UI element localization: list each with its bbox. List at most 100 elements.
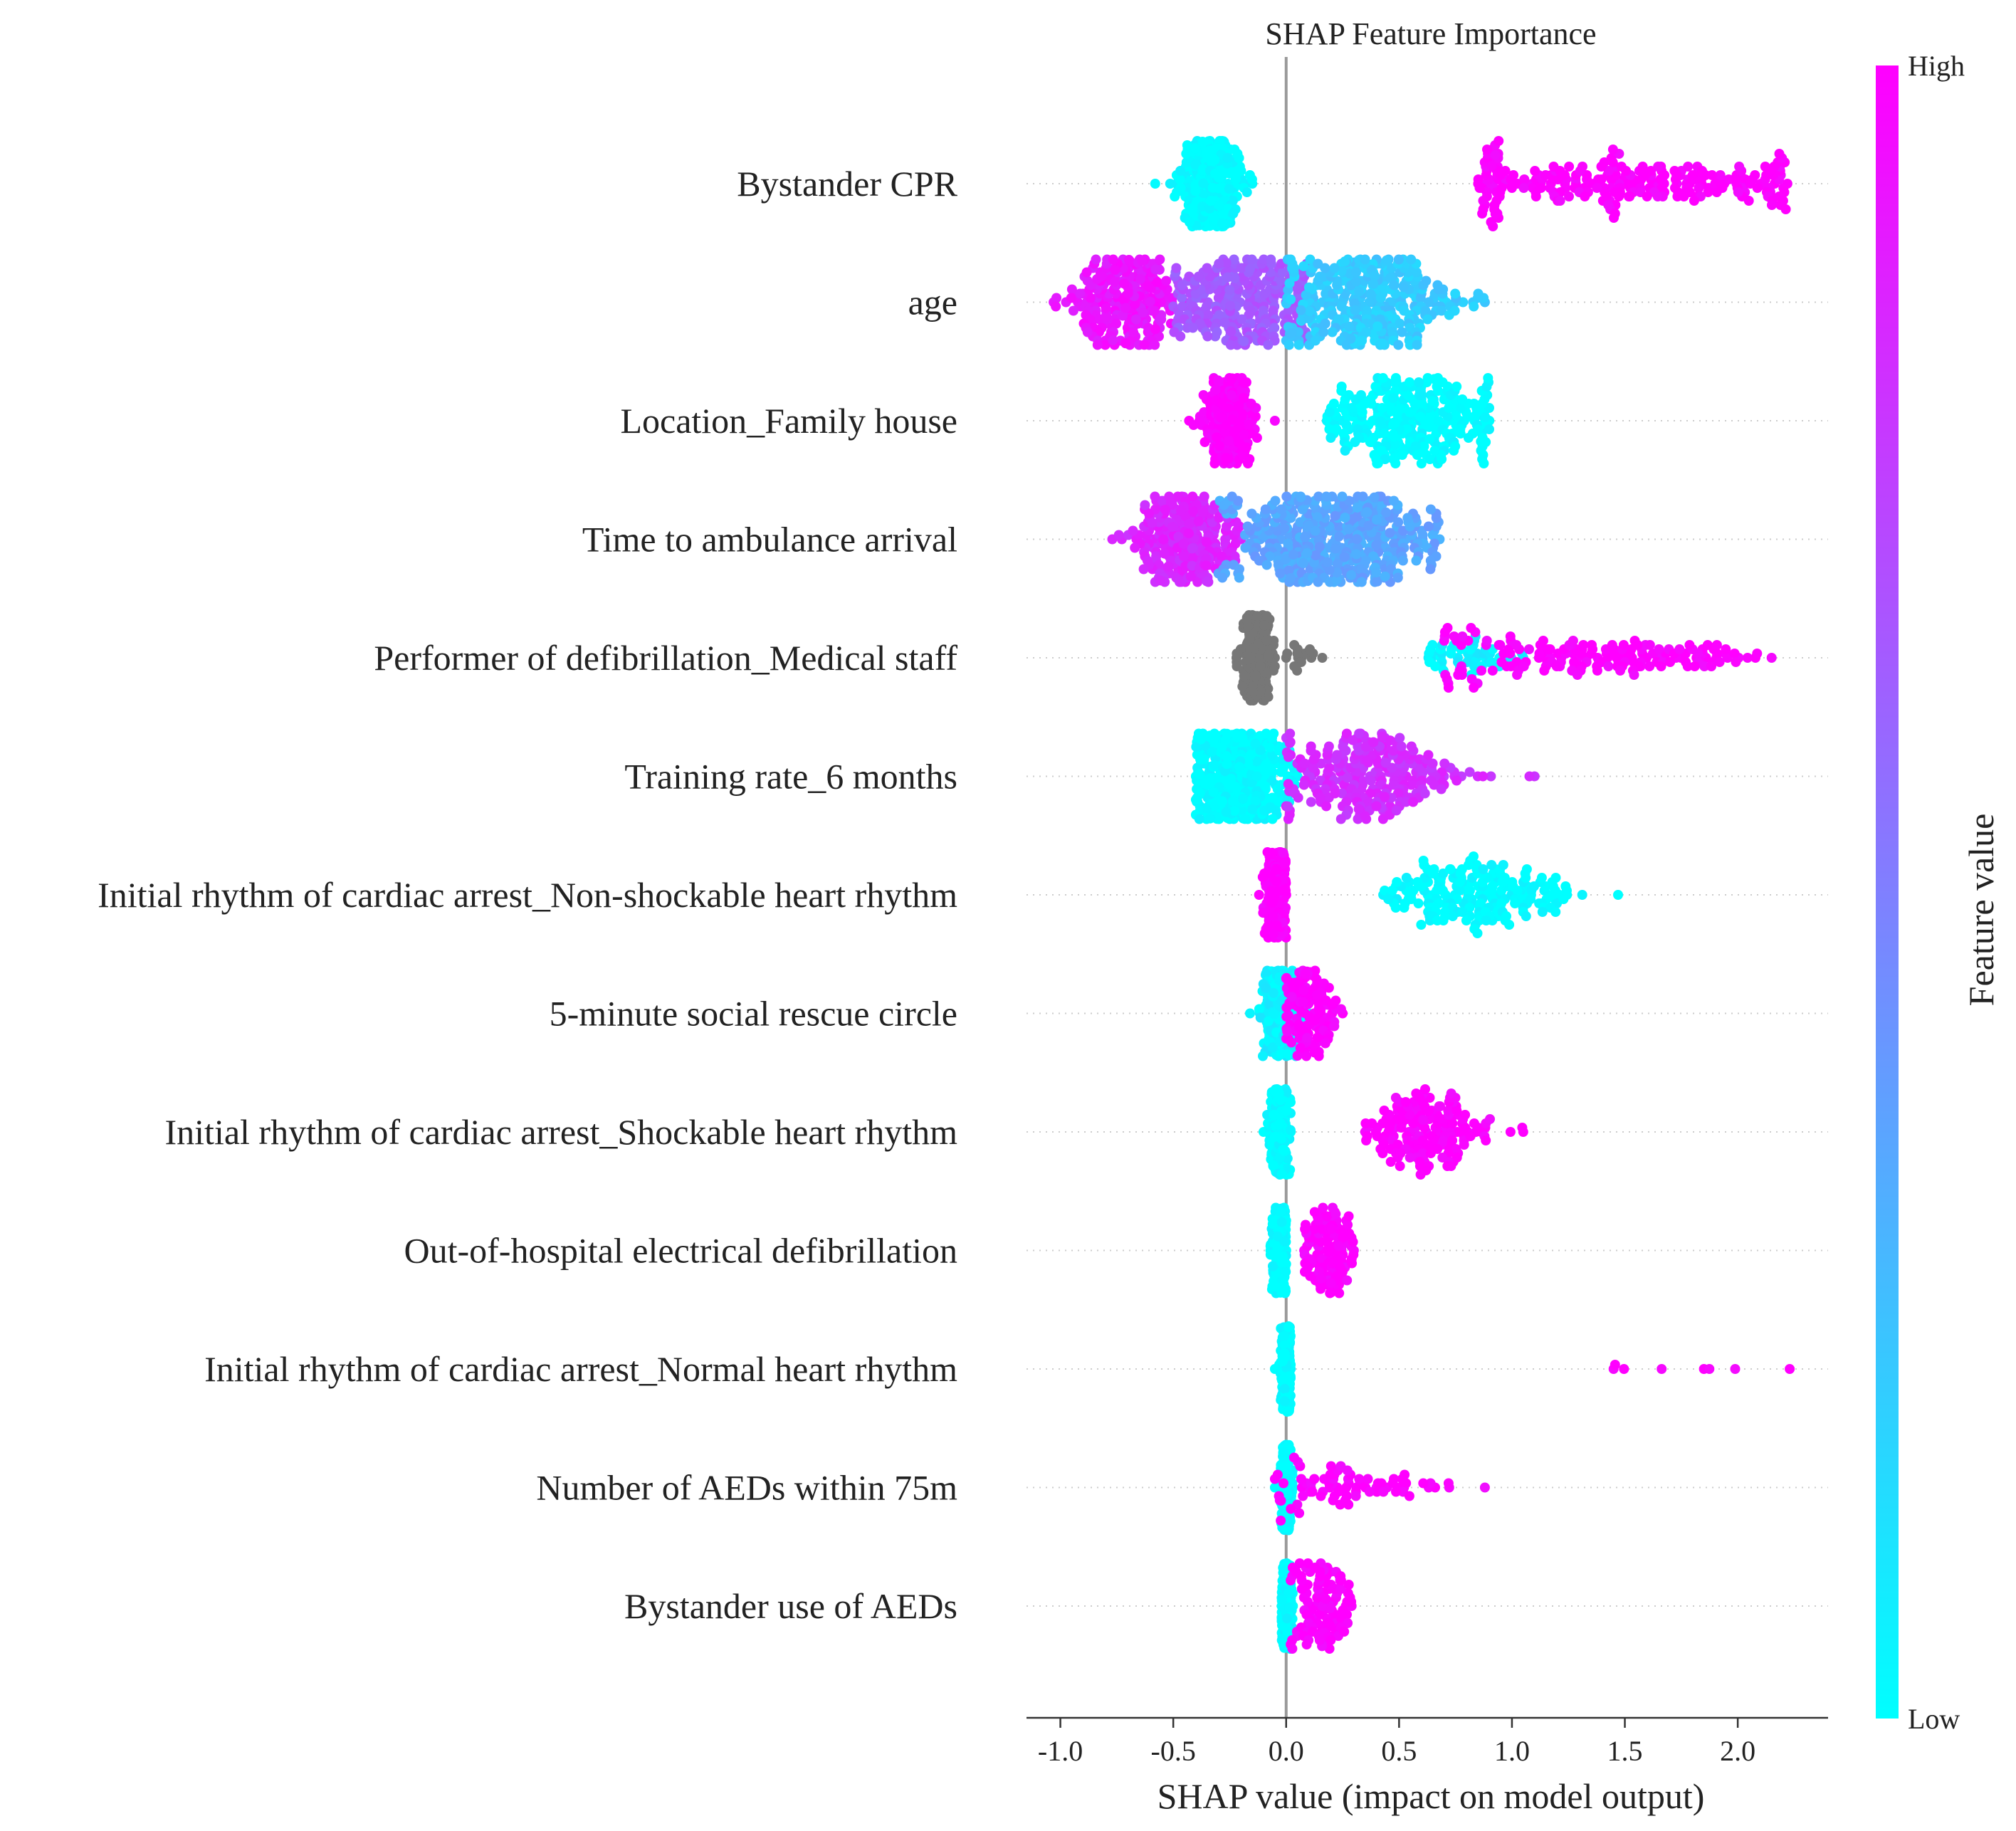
shap-point — [1394, 255, 1404, 265]
shap-point — [1223, 153, 1233, 163]
shap-point — [1123, 288, 1133, 298]
shap-point — [1495, 187, 1505, 197]
shap-point — [1261, 760, 1271, 770]
shap-point — [1464, 433, 1474, 443]
shap-point — [1706, 661, 1716, 671]
shap-point — [1538, 636, 1548, 646]
shap-point — [1224, 285, 1234, 295]
shap-point — [1476, 436, 1486, 446]
shap-point — [1167, 522, 1177, 532]
shap-point — [1390, 419, 1400, 429]
shap-point — [1294, 340, 1304, 350]
shap-point — [1592, 666, 1602, 676]
shap-point — [1140, 500, 1150, 510]
shap-point — [1380, 792, 1390, 802]
shap-point — [1350, 305, 1360, 315]
shap-point — [1226, 774, 1236, 784]
shap-point — [1350, 437, 1360, 447]
shap-point — [1283, 752, 1293, 762]
shap-point — [1280, 523, 1290, 533]
shap-point — [1263, 340, 1273, 350]
shap-point — [1365, 437, 1375, 447]
shap-point — [1672, 192, 1682, 201]
shap-point — [1366, 776, 1376, 786]
shap-point — [1318, 653, 1328, 663]
shap-point — [1234, 573, 1244, 583]
shap-point — [1330, 544, 1340, 554]
shap-point — [1368, 279, 1378, 289]
shap-point — [1242, 187, 1252, 197]
shap-point — [1427, 640, 1437, 650]
shap-point — [1481, 412, 1491, 422]
feature-label: Performer of defibrillation_Medical staf… — [374, 638, 957, 678]
shap-point — [1760, 162, 1770, 172]
shap-point — [1461, 916, 1471, 925]
shap-point — [1781, 204, 1791, 214]
shap-point — [1432, 280, 1442, 290]
shap-point — [1422, 315, 1432, 325]
shap-point — [1108, 255, 1118, 265]
shap-point — [1190, 143, 1200, 153]
shap-point — [1296, 493, 1306, 503]
shap-point — [1427, 396, 1437, 406]
shap-point — [1371, 540, 1381, 550]
shap-point — [1323, 557, 1333, 567]
shap-point — [1669, 166, 1679, 176]
shap-point — [1446, 864, 1456, 874]
shap-point — [1208, 183, 1218, 193]
shap-point — [1244, 632, 1254, 642]
shap-point — [1529, 881, 1539, 891]
shap-point — [1259, 620, 1269, 630]
shap-point — [1324, 424, 1334, 434]
shap-point — [1425, 565, 1435, 575]
shap-point — [1265, 743, 1275, 752]
shap-point — [1258, 1051, 1268, 1061]
shap-point — [1205, 145, 1215, 155]
shap-point — [1443, 623, 1453, 633]
shap-point — [1684, 640, 1694, 650]
shap-point — [1138, 308, 1148, 318]
shap-point — [1170, 192, 1180, 201]
shap-point — [1479, 458, 1489, 468]
shap-point — [1137, 256, 1147, 266]
shap-point — [1158, 535, 1168, 545]
shap-point — [1150, 264, 1160, 274]
shap-point — [1109, 277, 1119, 287]
feature-label: age — [908, 283, 957, 322]
shap-point — [1155, 255, 1165, 265]
shap-point — [1638, 162, 1648, 172]
shap-point — [1420, 789, 1430, 799]
shap-point — [1609, 213, 1619, 223]
shap-point — [1202, 537, 1212, 547]
shap-point — [1228, 796, 1238, 806]
shap-point — [1501, 166, 1511, 176]
shap-point — [1242, 615, 1252, 625]
shap-point — [1230, 273, 1240, 283]
shap-point — [1477, 209, 1487, 219]
shap-point — [1536, 183, 1546, 193]
shap-point — [1252, 433, 1262, 443]
shap-point — [1340, 552, 1350, 562]
shap-point — [1150, 179, 1160, 189]
shap-point — [1378, 373, 1388, 383]
shap-point — [1325, 407, 1335, 417]
shap-point — [1285, 278, 1295, 288]
shap-point — [1450, 289, 1460, 299]
shap-point — [1465, 767, 1475, 777]
shap-point — [1385, 528, 1395, 538]
shap-point — [1194, 272, 1204, 282]
shap-point — [1733, 187, 1743, 197]
shap-point — [1767, 653, 1777, 663]
shap-point — [1321, 492, 1331, 502]
shap-point — [1573, 670, 1582, 680]
shap-point — [1530, 166, 1540, 176]
shap-point — [1287, 263, 1297, 273]
shap-point — [1266, 255, 1276, 265]
shap-point — [1205, 814, 1215, 824]
shap-point — [1479, 864, 1489, 874]
shap-point — [1360, 255, 1370, 265]
shap-point — [1482, 145, 1492, 154]
shap-point — [1537, 873, 1547, 883]
shap-point — [1188, 323, 1198, 333]
